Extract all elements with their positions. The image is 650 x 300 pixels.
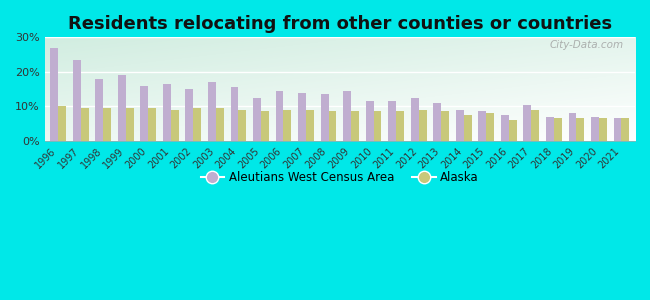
Bar [509, 120, 517, 141]
Bar [531, 110, 540, 141]
Text: City-Data.com: City-Data.com [549, 40, 623, 50]
Bar [58, 106, 66, 141]
Bar [411, 98, 419, 141]
Bar [50, 48, 58, 141]
Bar [343, 91, 351, 141]
Bar [216, 108, 224, 141]
Title: Residents relocating from other counties or countries: Residents relocating from other counties… [68, 15, 612, 33]
Bar [554, 118, 562, 141]
Bar [231, 87, 239, 141]
Bar [546, 117, 554, 141]
Bar [501, 115, 509, 141]
Bar [614, 118, 621, 141]
Bar [366, 101, 374, 141]
Bar [320, 94, 328, 141]
Bar [208, 82, 216, 141]
Bar [193, 108, 202, 141]
Bar [456, 110, 463, 141]
Bar [351, 112, 359, 141]
Bar [577, 118, 584, 141]
Bar [163, 84, 171, 141]
Bar [419, 110, 426, 141]
Bar [239, 110, 246, 141]
Bar [434, 103, 441, 141]
Bar [599, 118, 607, 141]
Bar [306, 110, 314, 141]
Bar [396, 112, 404, 141]
Bar [253, 98, 261, 141]
Bar [328, 112, 337, 141]
Bar [388, 101, 396, 141]
Bar [103, 108, 111, 141]
Bar [441, 112, 449, 141]
Bar [171, 110, 179, 141]
Bar [374, 112, 382, 141]
Bar [478, 112, 486, 141]
Bar [81, 108, 88, 141]
Legend: Aleutians West Census Area, Alaska: Aleutians West Census Area, Alaska [196, 166, 484, 189]
Bar [569, 113, 577, 141]
Bar [185, 89, 193, 141]
Bar [96, 79, 103, 141]
Bar [463, 115, 472, 141]
Bar [621, 118, 629, 141]
Bar [283, 110, 291, 141]
Bar [140, 85, 148, 141]
Bar [298, 92, 306, 141]
Bar [276, 91, 283, 141]
Bar [523, 105, 531, 141]
Bar [148, 108, 156, 141]
Bar [486, 113, 494, 141]
Bar [591, 117, 599, 141]
Bar [125, 108, 134, 141]
Bar [73, 60, 81, 141]
Bar [118, 75, 125, 141]
Bar [261, 112, 269, 141]
